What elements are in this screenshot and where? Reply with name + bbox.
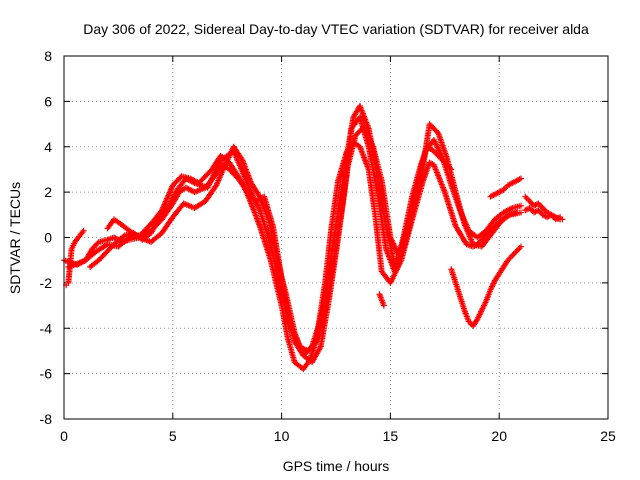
y-tick-label: 2 xyxy=(44,184,52,200)
x-tick-label: 0 xyxy=(60,428,68,444)
axis-tick-labels: 0 5 10 15 20 25 -8 -6 -4 -2 0 2 4 6 8 xyxy=(40,48,616,444)
data-series xyxy=(61,102,566,373)
series-arc-3 xyxy=(104,114,455,366)
y-tick-label: 0 xyxy=(44,230,52,246)
data-point xyxy=(94,240,101,247)
data-point xyxy=(91,243,98,250)
data-point xyxy=(93,241,100,248)
chart-title: Day 306 of 2022, Sidereal Day-to-day VTE… xyxy=(83,21,589,37)
x-tick-label: 20 xyxy=(491,428,507,444)
data-point xyxy=(80,227,87,234)
data-point xyxy=(517,202,524,209)
x-tick-label: 25 xyxy=(600,428,616,444)
series-scattered-points xyxy=(63,227,387,309)
series-arc-5 xyxy=(448,243,524,329)
x-tick-label: 15 xyxy=(383,428,399,444)
data-point xyxy=(517,243,524,250)
x-tick-label: 10 xyxy=(274,428,290,444)
y-tick-label: 4 xyxy=(44,139,52,155)
series-arc-4 xyxy=(87,102,520,359)
series-arc-8 xyxy=(522,205,564,223)
x-axis-label: GPS time / hours xyxy=(283,458,390,474)
data-point xyxy=(517,175,524,182)
series-arc-6 xyxy=(487,175,524,200)
y-tick-label: -4 xyxy=(40,320,53,336)
y-tick-label: -6 xyxy=(40,366,53,382)
y-tick-label: 8 xyxy=(44,48,52,64)
y-tick-label: 6 xyxy=(44,93,52,109)
x-tick-label: 5 xyxy=(169,428,177,444)
y-axis-label: SDTVAR / TECUs xyxy=(7,182,23,294)
plot-frame xyxy=(63,55,609,420)
data-point xyxy=(513,209,520,216)
data-point xyxy=(89,245,96,252)
data-point xyxy=(380,302,387,309)
y-tick-label: -2 xyxy=(40,275,53,291)
y-tick-label: -8 xyxy=(40,411,53,427)
data-point xyxy=(90,244,97,251)
data-point xyxy=(557,214,564,221)
